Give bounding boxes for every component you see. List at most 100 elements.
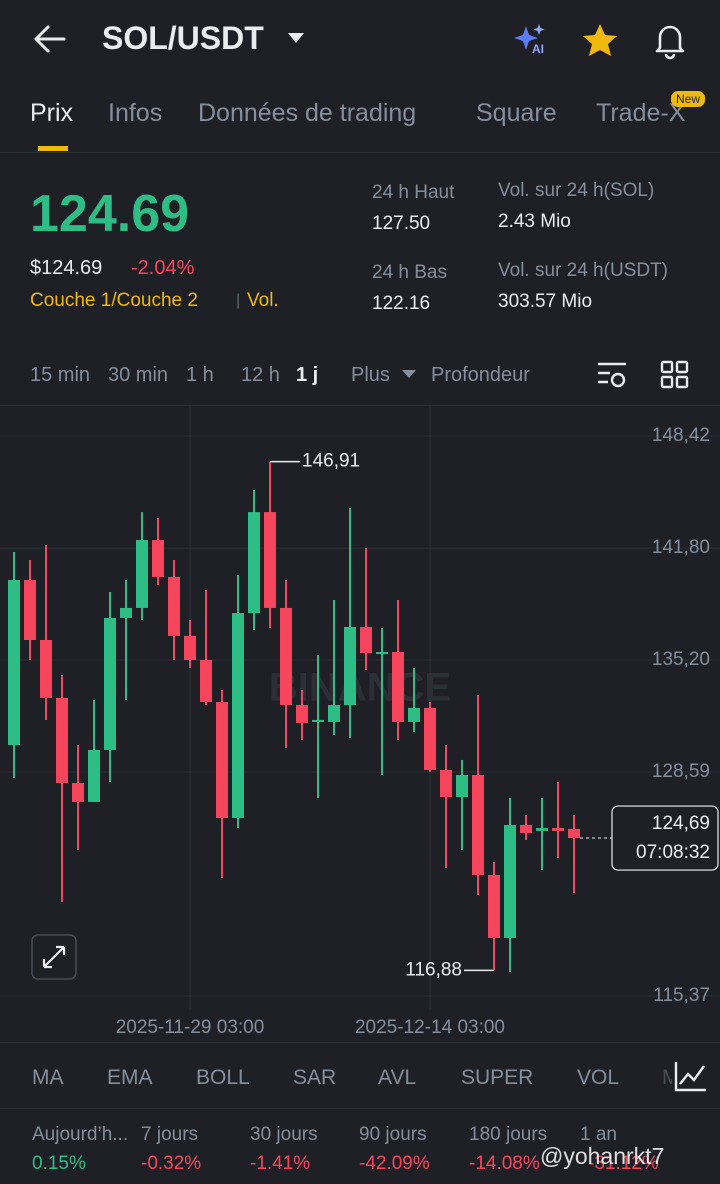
candle-body: [120, 607, 132, 618]
candle-body: [408, 707, 420, 722]
candle-body: [264, 512, 276, 608]
last-price-box: [611, 805, 719, 871]
stat-label: Vol. sur 24 h(USDT): [498, 260, 668, 281]
x-tick-label: 2025-11-29 03:00: [116, 1017, 265, 1038]
more-menu[interactable]: Plus: [351, 364, 390, 386]
indicator[interactable]: BOLL: [196, 1066, 250, 1089]
candle-body: [344, 626, 356, 706]
indicator[interactable]: AVL: [378, 1066, 417, 1089]
candle-body: [136, 540, 148, 608]
candle-body: [88, 749, 100, 802]
divider: [0, 1042, 720, 1043]
candle-body: [360, 626, 372, 654]
candle-body: [56, 697, 68, 783]
perf-value: -42.09%: [359, 1153, 430, 1174]
new-badge: New: [671, 91, 706, 107]
ai-icon[interactable]: AI: [510, 22, 550, 58]
perf-label: 180 jours: [469, 1124, 548, 1145]
indicator[interactable]: SAR: [293, 1066, 337, 1089]
stat-value: 122.16: [372, 293, 431, 314]
perf-value: 0.15%: [32, 1153, 86, 1174]
perf-label: 1 an: [580, 1124, 617, 1145]
indicator[interactable]: SUPER: [461, 1066, 534, 1089]
y-tick-label: 115,37: [653, 985, 710, 1006]
perf-value: -31.12%: [588, 1153, 659, 1174]
more-dropdown[interactable]: [401, 368, 417, 380]
svg-text:AI: AI: [532, 42, 544, 56]
tag-separator: |: [236, 292, 241, 309]
candle-body: [424, 707, 436, 770]
back-button[interactable]: [30, 22, 70, 56]
tab[interactable]: Prix: [30, 99, 74, 127]
timeframe[interactable]: 1 h: [186, 364, 214, 386]
candle-body: [472, 775, 484, 875]
tab-indicator: [38, 146, 68, 151]
pair-title[interactable]: SOL/USDT: [102, 20, 264, 56]
candle-body: [536, 828, 548, 831]
chart-settings-icon[interactable]: [596, 360, 628, 390]
candle-body: [168, 576, 180, 636]
stat-label: Vol. sur 24 h(SOL): [498, 180, 655, 201]
perf-value: -14.08%: [469, 1153, 540, 1174]
timeframe[interactable]: 15 min: [30, 364, 91, 386]
indicator[interactable]: MA: [32, 1066, 64, 1089]
timeframe[interactable]: 12 h: [241, 364, 280, 386]
timeframe[interactable]: 30 min: [108, 364, 169, 386]
candle-body: [456, 775, 468, 798]
candle-body: [184, 635, 196, 660]
stat-value: 127.50: [372, 213, 431, 234]
candle-body: [568, 828, 580, 839]
depth-tab[interactable]: Profondeur: [431, 364, 530, 386]
perf-label: 90 jours: [359, 1124, 427, 1145]
favorite-star[interactable]: [580, 22, 620, 58]
timeframe-active[interactable]: 1 j: [296, 364, 319, 386]
perf-value: -0.32%: [141, 1153, 202, 1174]
watermark-handle: @yohanrkt7: [540, 1143, 665, 1169]
candle-body: [216, 701, 228, 819]
fullscreen-button[interactable]: [31, 934, 77, 980]
divider: [0, 405, 720, 406]
stat-value: 303.57 Mio: [498, 291, 593, 312]
y-tick-label: 128,59: [652, 761, 710, 782]
notification-bell[interactable]: [650, 20, 690, 60]
candle-body: [24, 580, 36, 640]
stat-label: 24 h Bas: [372, 262, 447, 283]
tab[interactable]: Données de trading: [198, 99, 417, 127]
y-tick-label: 135,20: [652, 649, 710, 670]
y-tick-label: 148,42: [652, 425, 710, 446]
last-price: 124.69: [30, 185, 190, 243]
candle-body: [72, 782, 84, 802]
perf-label: Aujourd’h...: [32, 1124, 129, 1145]
indicator[interactable]: EMA: [107, 1066, 153, 1089]
indicator[interactable]: VOL: [577, 1066, 620, 1089]
layout-icon[interactable]: [660, 360, 690, 390]
x-tick-label: 2025-12-14 03:00: [355, 1017, 505, 1038]
last-price-label: 124,69: [652, 813, 710, 834]
low-marker-label: 116,88: [405, 959, 462, 980]
indicator-settings-icon[interactable]: [672, 1060, 708, 1094]
stat-label: 24 h Haut: [372, 182, 455, 203]
candle-body: [392, 652, 404, 722]
tab[interactable]: Infos: [108, 99, 163, 127]
candle-body: [248, 512, 260, 614]
candle-body: [376, 652, 388, 655]
watermark-logo: BINANCE: [269, 666, 451, 710]
divider: [0, 1108, 720, 1109]
candle-body: [504, 824, 516, 938]
tab[interactable]: Square: [476, 99, 557, 127]
divider: [0, 152, 720, 153]
candle-body: [200, 659, 212, 702]
tag[interactable]: Vol.: [247, 290, 279, 311]
candle-body: [232, 613, 244, 819]
candle-body: [328, 705, 340, 722]
candle-body: [8, 580, 20, 746]
tag[interactable]: Couche 1/Couche 2: [30, 290, 198, 311]
perf-label: 7 jours: [141, 1124, 199, 1145]
pair-dropdown[interactable]: [286, 30, 306, 46]
candle-body: [280, 607, 292, 706]
tab[interactable]: Trade-X: [596, 99, 686, 127]
perf-value: -1.41%: [250, 1153, 311, 1174]
countdown-label: 07:08:32: [636, 842, 710, 863]
candle-body: [152, 540, 164, 577]
